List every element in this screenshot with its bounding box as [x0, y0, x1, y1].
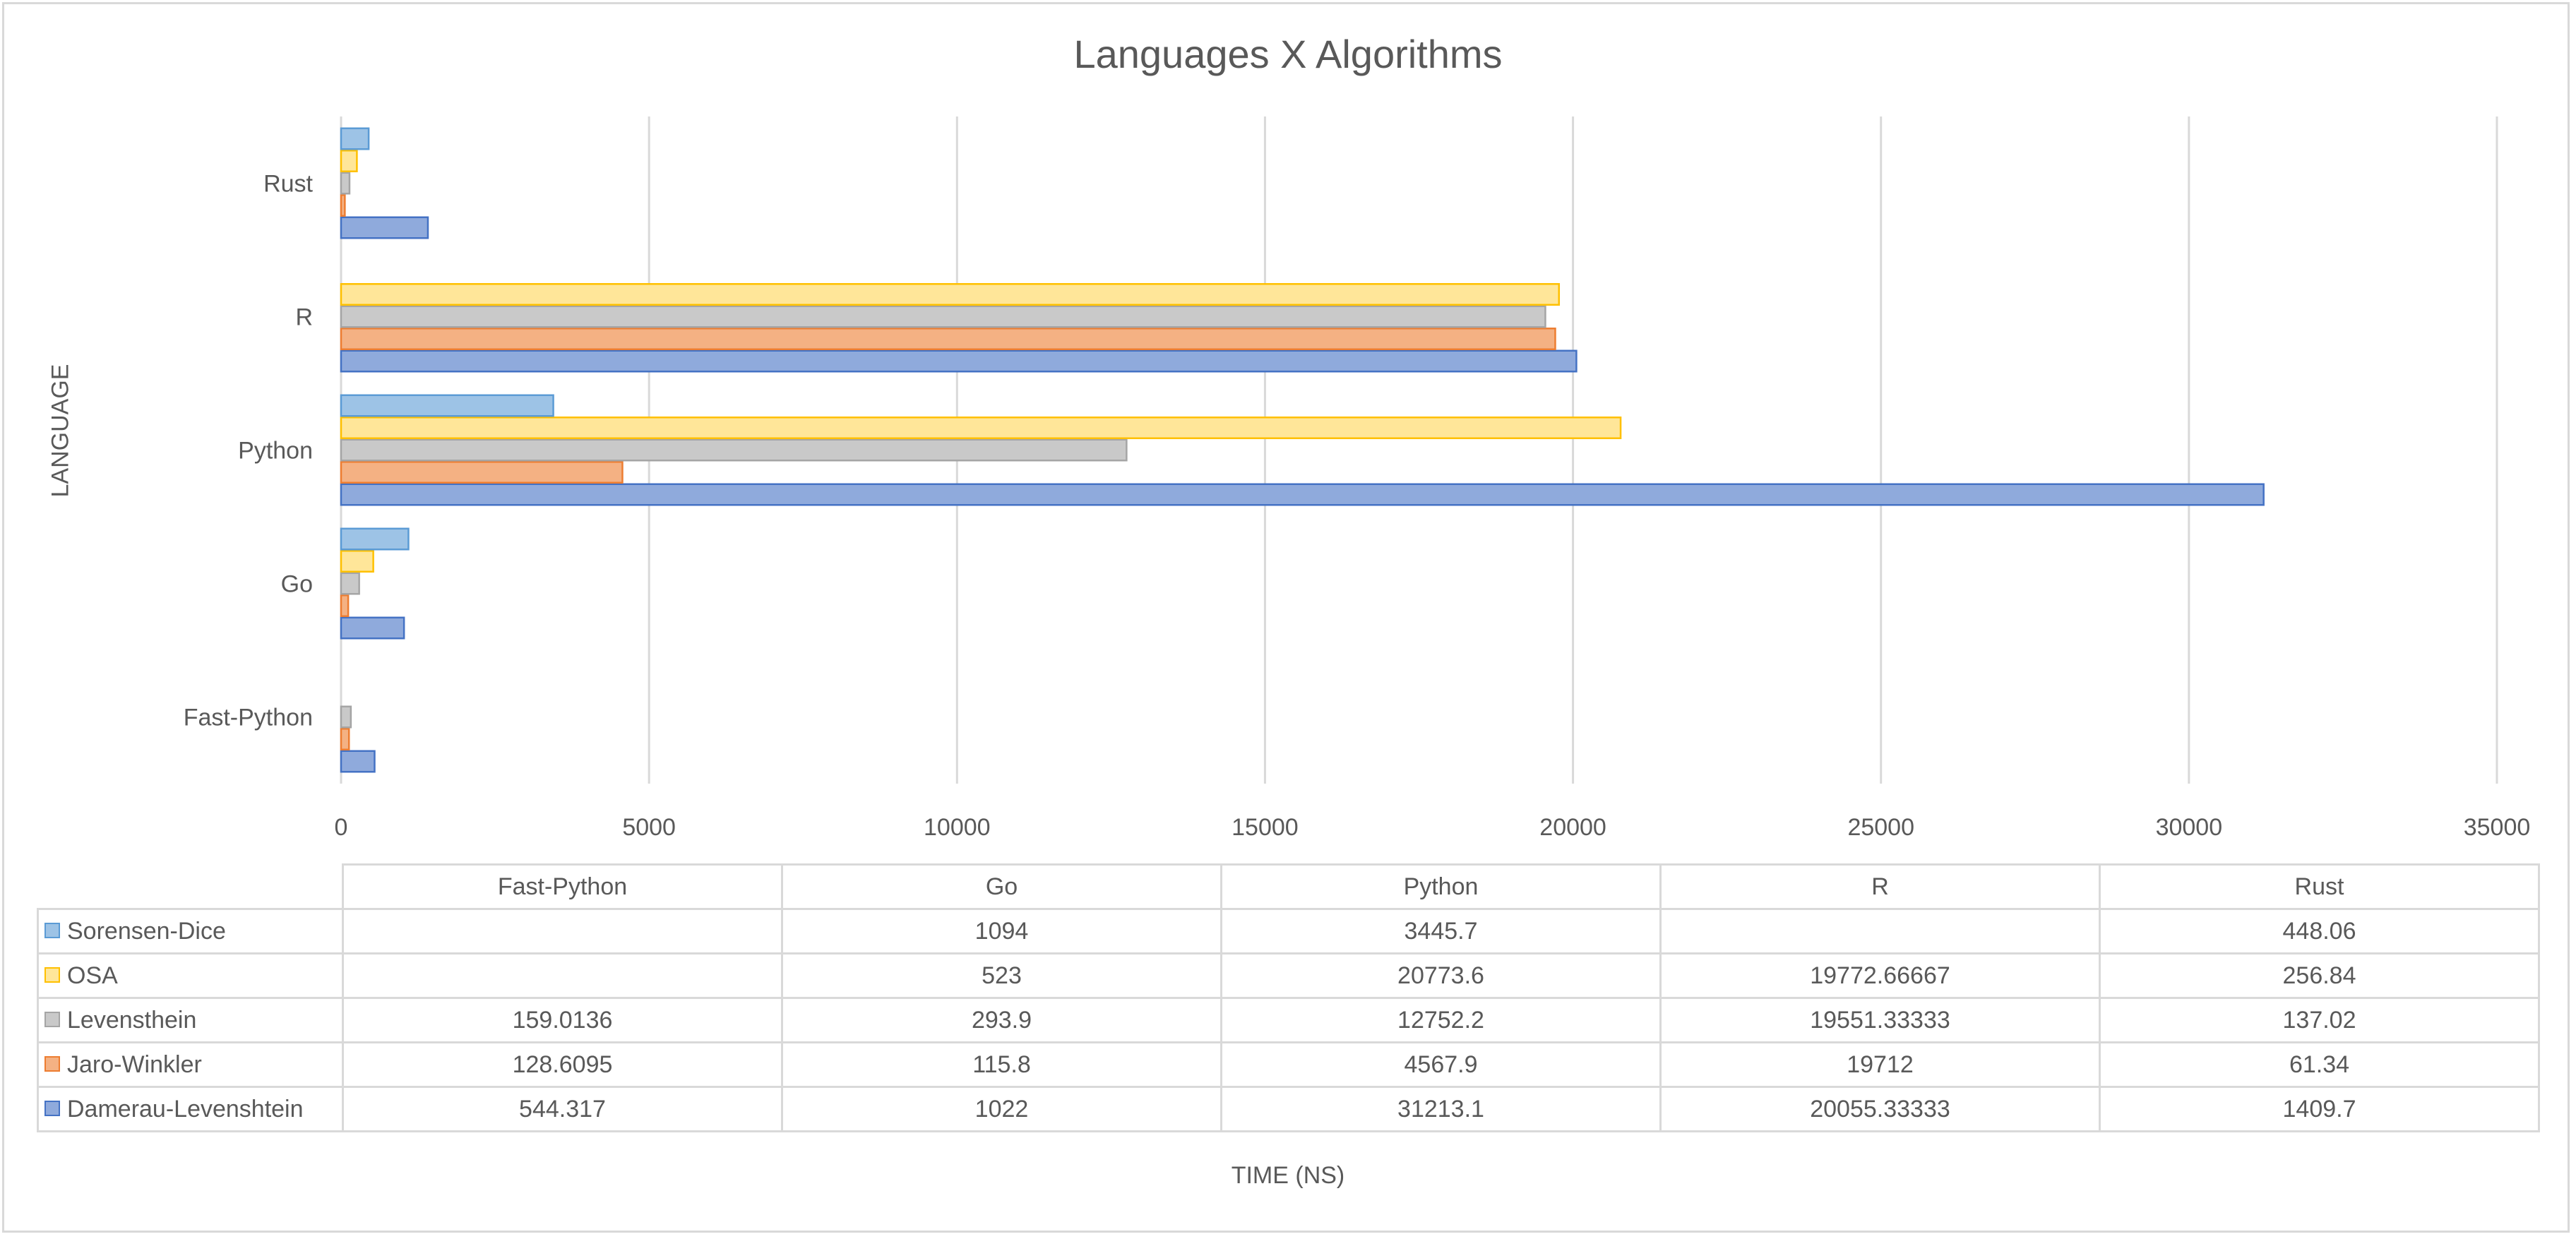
table-cell: 3445.7: [1220, 908, 1662, 954]
bar-damerau-levenshtein: [340, 750, 376, 773]
table-cell: 523: [781, 952, 1222, 999]
legend-entry: Levensthein: [37, 997, 344, 1043]
bar-levensthein: [340, 572, 360, 595]
x-tick-label: 0: [335, 814, 348, 841]
legend-entry: Jaro-Winkler: [37, 1041, 344, 1088]
x-tick-label: 10000: [924, 814, 991, 841]
data-table: Fast-Python Go Python R Rust Sorensen-Dice 109…: [37, 863, 2540, 1132]
bar-sorensen-dice: [340, 127, 370, 150]
bar-jaro-winkler: [340, 461, 624, 484]
table-cell: 1022: [781, 1086, 1222, 1132]
table-cell: 115.8: [781, 1041, 1222, 1088]
x-axis-title: TIME (NS): [1231, 1162, 1345, 1189]
bar-levensthein: [340, 172, 351, 195]
table-header-cell: Rust: [2099, 863, 2540, 910]
legend-label: Levensthein: [67, 1006, 197, 1034]
legend-swatch: [44, 922, 60, 938]
legend-swatch: [44, 966, 60, 983]
table-cell: 1094: [781, 908, 1222, 954]
y-tick-label: Fast-Python: [184, 705, 313, 731]
bar-damerau-levenshtein: [340, 616, 405, 640]
bar-sorensen-dice: [340, 527, 410, 551]
table-corner: [37, 864, 344, 910]
table-cell: 19712: [1659, 1041, 2101, 1088]
bar-osa: [340, 283, 1560, 306]
y-tick-label: Python: [238, 438, 313, 465]
bar-damerau-levenshtein: [340, 349, 1578, 373]
x-tick-label: 20000: [1539, 814, 1606, 841]
x-tick-label: 5000: [622, 814, 676, 841]
table-cell: 20773.6: [1220, 952, 1662, 999]
legend-swatch: [44, 1100, 60, 1116]
table-row: Sorensen-Dice 1094 3445.7 448.06: [37, 908, 2540, 954]
table-row: Damerau-Levenshtein 544.317 1022 31213.1 200…: [37, 1086, 2540, 1132]
table-cell: 256.84: [2099, 952, 2540, 999]
bar-jaro-winkler: [340, 594, 350, 617]
table-cell: 31213.1: [1220, 1086, 1662, 1132]
table-cell: 19772.66667: [1659, 952, 2101, 999]
y-tick-label: Go: [281, 571, 313, 598]
legend-entry: OSA: [37, 952, 344, 999]
bar-osa: [340, 150, 358, 172]
x-tick-label: 30000: [2156, 814, 2223, 841]
table-cell: [342, 952, 783, 999]
legend-entry: Damerau-Levenshtein: [37, 1086, 344, 1132]
bar-osa: [340, 417, 1622, 439]
table-cell: 544.317: [342, 1086, 783, 1132]
table-row: Jaro-Winkler 128.6095 115.8 4567.9 19712 61.3…: [37, 1041, 2540, 1088]
legend-entry: Sorensen-Dice: [37, 908, 344, 954]
table-cell: 4567.9: [1220, 1041, 1662, 1088]
chart-title: Languages X Algorithms: [1073, 32, 1503, 76]
y-tick-label: Rust: [263, 171, 313, 198]
table-header-cell: Python: [1220, 863, 1662, 910]
table-cell: 293.9: [781, 997, 1222, 1043]
table-header-cell: Go: [781, 863, 1222, 910]
x-tick-label: 35000: [2464, 814, 2531, 841]
legend-label: OSA: [67, 962, 118, 989]
bar-levensthein: [340, 305, 1546, 328]
bar-sorensen-dice: [340, 394, 554, 417]
legend-swatch: [44, 1055, 60, 1072]
table-cell: 61.34: [2099, 1041, 2540, 1088]
table-row: OSA 523 20773.6 19772.66667 256.84: [37, 952, 2540, 999]
table-cell: 159.0136: [342, 997, 783, 1043]
bar-jaro-winkler: [340, 328, 1556, 350]
table-cell: 1409.7: [2099, 1086, 2540, 1132]
table-cell: [1659, 908, 2101, 954]
bar-levensthein: [340, 438, 1128, 462]
table-cell: 12752.2: [1220, 997, 1662, 1043]
table-cell: 137.02: [2099, 997, 2540, 1043]
bar-damerau-levenshtein: [340, 216, 429, 239]
table-cell: 448.06: [2099, 908, 2540, 954]
table-header-row: Fast-Python Go Python R Rust: [37, 863, 2540, 910]
table-cell: [342, 908, 783, 954]
bar-chart: 0 5000 10000 15000 20000 25000 30000 35000 Fast-…: [184, 116, 2531, 841]
bar-osa: [340, 550, 374, 573]
table-header-cell: R: [1659, 863, 2101, 910]
table-cell: 128.6095: [342, 1041, 783, 1088]
legend-swatch: [44, 1011, 60, 1027]
bar-damerau-levenshtein: [340, 483, 2265, 506]
legend-label: Damerau-Levenshtein: [67, 1095, 304, 1123]
x-tick-label: 15000: [1232, 814, 1299, 841]
table-header-cell: Fast-Python: [342, 863, 783, 910]
table-row: Levensthein 159.0136 293.9 12752.2 19551.333…: [37, 997, 2540, 1043]
bar-levensthein: [340, 705, 352, 729]
legend-label: Sorensen-Dice: [67, 917, 226, 945]
table-cell: 20055.33333: [1659, 1086, 2101, 1132]
y-tick-label: R: [295, 304, 313, 331]
bar-jaro-winkler: [340, 728, 350, 750]
x-tick-label: 25000: [1847, 814, 1914, 841]
legend-label: Jaro-Winkler: [67, 1051, 202, 1078]
table-cell: 19551.33333: [1659, 997, 2101, 1043]
bar-jaro-winkler: [340, 194, 346, 217]
